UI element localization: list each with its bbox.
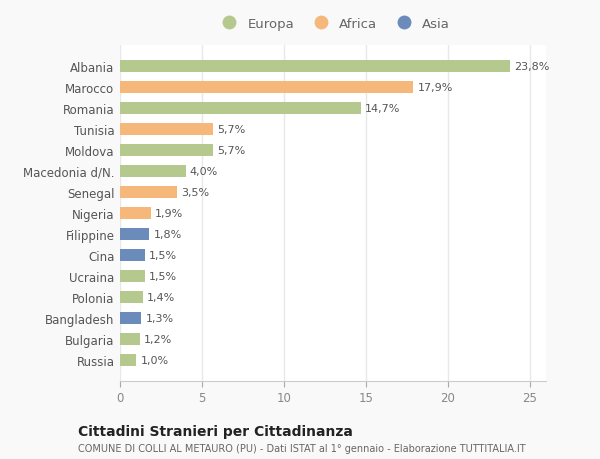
Bar <box>120 354 136 366</box>
Text: 3,5%: 3,5% <box>181 188 209 197</box>
Text: 1,2%: 1,2% <box>144 334 172 344</box>
Bar <box>120 82 413 94</box>
Text: 1,9%: 1,9% <box>155 208 184 218</box>
Bar <box>120 207 151 219</box>
Bar <box>120 61 510 73</box>
Text: 1,8%: 1,8% <box>154 230 182 239</box>
Bar <box>120 333 140 345</box>
Text: 1,4%: 1,4% <box>147 292 175 302</box>
Text: 23,8%: 23,8% <box>514 62 550 72</box>
Bar <box>120 124 214 135</box>
Bar <box>120 291 143 303</box>
Text: Cittadini Stranieri per Cittadinanza: Cittadini Stranieri per Cittadinanza <box>78 425 353 438</box>
Bar <box>120 313 142 324</box>
Text: 5,7%: 5,7% <box>217 146 246 156</box>
Text: COMUNE DI COLLI AL METAURO (PU) - Dati ISTAT al 1° gennaio - Elaborazione TUTTIT: COMUNE DI COLLI AL METAURO (PU) - Dati I… <box>78 443 526 453</box>
Text: 14,7%: 14,7% <box>365 104 400 114</box>
Bar <box>120 187 178 198</box>
Text: 5,7%: 5,7% <box>217 125 246 134</box>
Bar <box>120 270 145 282</box>
Text: 1,5%: 1,5% <box>149 250 177 260</box>
Text: 1,0%: 1,0% <box>140 355 169 365</box>
Text: 4,0%: 4,0% <box>190 167 218 177</box>
Bar <box>120 145 214 157</box>
Text: 1,3%: 1,3% <box>145 313 173 323</box>
Text: 17,9%: 17,9% <box>418 83 453 93</box>
Bar <box>120 250 145 261</box>
Text: 1,5%: 1,5% <box>149 271 177 281</box>
Legend: Europa, Africa, Asia: Europa, Africa, Asia <box>211 12 455 36</box>
Bar <box>120 166 185 177</box>
Bar <box>120 103 361 114</box>
Bar <box>120 229 149 240</box>
